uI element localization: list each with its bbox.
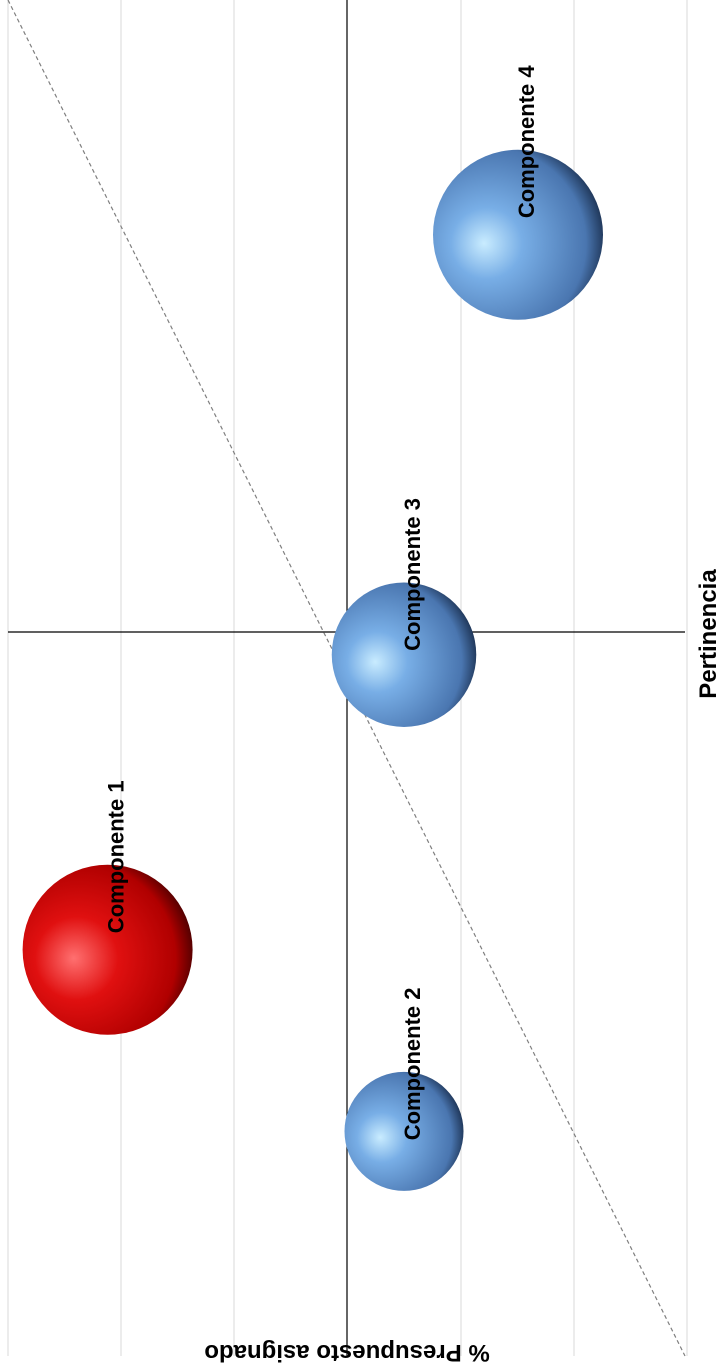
bubble-componente-1 — [22, 864, 193, 1035]
data-label-componente-3: Componente 3 — [400, 498, 425, 651]
bubble-componente-4 — [433, 149, 603, 320]
y-axis-title: % Presupuesto asignado — [204, 1339, 489, 1366]
bubble-componente-2 — [344, 1071, 464, 1191]
labels-layer: Componente 1 Componente 2 Componente 3 Comp… — [104, 65, 539, 1141]
bubble-componente-3 — [331, 582, 477, 727]
x-axis-title: Pertinencia — [695, 569, 722, 699]
data-label-componente-1: Componente 1 — [104, 780, 129, 933]
data-label-componente-4: Componente 4 — [514, 65, 539, 219]
bubbles-layer — [22, 149, 603, 1191]
data-label-componente-2: Componente 2 — [400, 988, 425, 1141]
